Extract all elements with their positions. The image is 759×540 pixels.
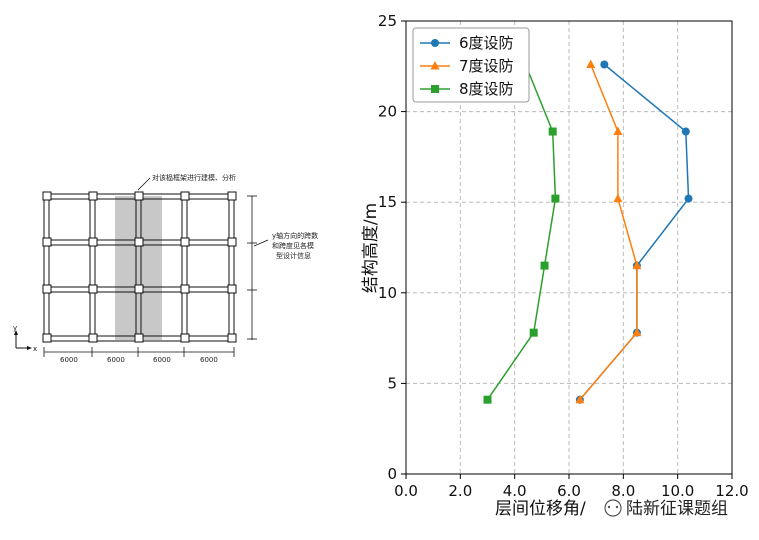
- data-point-series-2: [540, 261, 549, 270]
- chart-legend: 6度设防 7度设防 8度设防: [412, 27, 530, 103]
- shaded-bay: [115, 196, 162, 340]
- legend-marker-0: [431, 39, 439, 47]
- data-point-series-1: [632, 260, 642, 270]
- callout-right-line-1: y轴方向的跨数: [272, 231, 318, 240]
- data-point-series-0: [600, 60, 609, 69]
- series-line-1: [579, 64, 638, 401]
- y-tick-label: 5: [387, 374, 397, 392]
- legend-label-1: 7度设防: [459, 57, 514, 75]
- data-point-series-0: [684, 194, 693, 203]
- series-line-0: [579, 63, 690, 401]
- chart-grid: [406, 21, 732, 474]
- dimension-label: 6000: [60, 356, 78, 364]
- y-tick-label: 10: [378, 284, 397, 302]
- legend-marker-1: [430, 61, 440, 70]
- dimension-label: 6000: [153, 356, 171, 364]
- axis-y-indicator: y: [13, 324, 17, 332]
- y-tick-label: 25: [378, 12, 397, 30]
- callout-right-line-2: 和跨度见各模: [272, 241, 314, 250]
- x-tick-label: 10.0: [661, 482, 694, 500]
- watermark: 陆新征课题组: [604, 499, 728, 519]
- y-tick-label: 20: [378, 103, 397, 121]
- watermark-text: 陆新征课题组: [626, 499, 728, 519]
- dimension-label: 6000: [200, 356, 218, 364]
- x-tick-label: 8.0: [611, 482, 635, 500]
- wechat-icon: [604, 499, 622, 517]
- callout-top-label: 对该榀框架进行建模、分析: [152, 173, 236, 182]
- data-point-series-1: [586, 59, 596, 68]
- dimension-label: 6000: [107, 356, 125, 364]
- x-tick-group: 0.0 2.0 4.0 6.0 8.0 10.0 12.0: [394, 474, 749, 500]
- y-tick-label: 0: [387, 465, 397, 483]
- x-tick-label: 2.0: [448, 482, 472, 500]
- data-point-series-1: [613, 126, 623, 136]
- legend-marker-2: [431, 85, 439, 93]
- x-tick-label: 6.0: [557, 482, 581, 500]
- callout-right-line-3: 型设计信息: [276, 251, 311, 260]
- legend-box: [412, 27, 530, 103]
- x-axis-title: 层间位移角/: [495, 499, 586, 519]
- drift-chart: 0.0 2.0 4.0 6.0 8.0 10.0 12.0 0 5 10 15 20 25 层间位移角…: [361, 12, 749, 519]
- x-tick-label: 0.0: [394, 482, 418, 500]
- data-point-series-1: [613, 193, 623, 203]
- x-tick-label: 12.0: [715, 482, 748, 500]
- y-tick-group: 0 5 10 15 20 25: [378, 12, 406, 483]
- data-point-series-2: [529, 328, 538, 337]
- legend-label-0: 6度设防: [459, 34, 514, 52]
- y-tick-label: 15: [378, 193, 397, 211]
- data-point-series-1: [632, 327, 642, 337]
- data-point-series-1: [575, 394, 585, 404]
- axis-x-indicator: x: [33, 345, 37, 353]
- legend-label-2: 8度设防: [459, 80, 514, 98]
- frame-elevation-drawing: 对该榀框架进行建模、分析 y轴方向的跨数 和跨度见各模 型设计信息 6000 6…: [13, 173, 318, 364]
- x-tick-label: 4.0: [503, 482, 527, 500]
- data-point-series-2: [548, 127, 557, 136]
- y-axis-title: 结构高度/m: [361, 203, 381, 293]
- data-point-series-0: [681, 127, 690, 136]
- data-point-series-2: [551, 194, 560, 203]
- series-line-2: [486, 64, 557, 401]
- data-point-series-2: [483, 395, 492, 404]
